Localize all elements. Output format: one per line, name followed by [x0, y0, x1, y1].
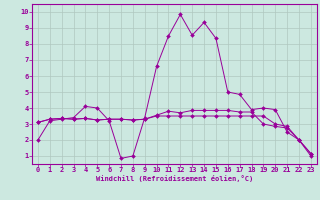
X-axis label: Windchill (Refroidissement éolien,°C): Windchill (Refroidissement éolien,°C) — [96, 175, 253, 182]
